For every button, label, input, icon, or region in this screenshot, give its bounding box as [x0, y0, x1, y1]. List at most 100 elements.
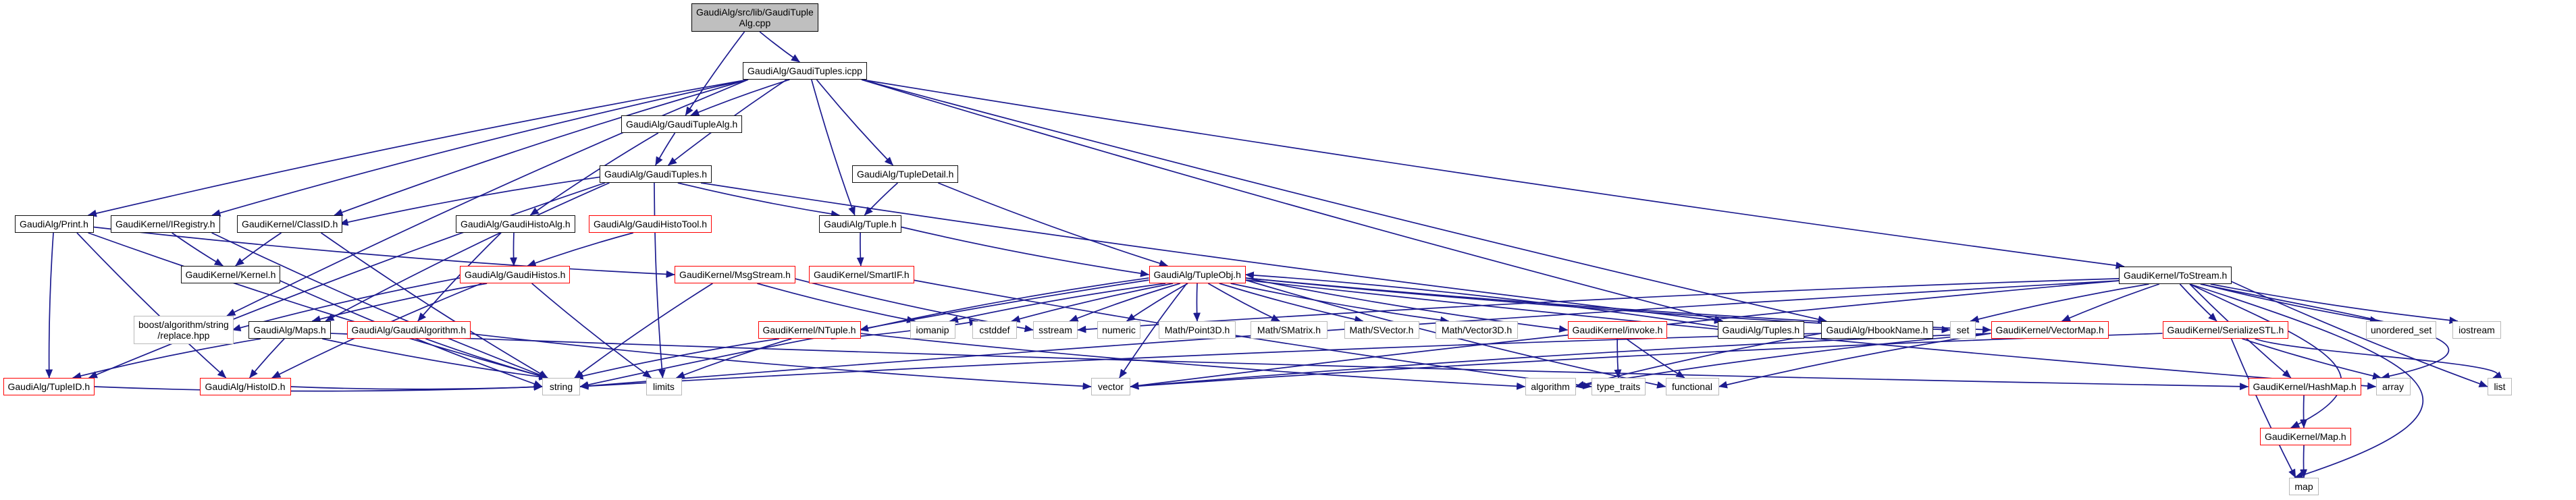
- graph-node-classid-h[interactable]: GaudiKernel/ClassID.h: [237, 215, 343, 233]
- include-edge-hbookname_h-to-string: [579, 333, 1822, 390]
- include-edge-tuple_h-to-smartif_h: [856, 232, 864, 267]
- include-edge-histotool_h-to-gaudihistos_h: [527, 232, 634, 267]
- include-edge-tuplealg_h-to-histoalg_h: [529, 132, 659, 216]
- graph-node-point3d: Math/Point3D.h: [1159, 321, 1236, 339]
- graph-node-string: string: [542, 378, 580, 395]
- include-edge-tostream_h-to-unordered_set: [2201, 283, 2379, 324]
- graph-node-print-h[interactable]: GaudiAlg/Print.h: [14, 215, 94, 233]
- graph-node-limits: limits: [646, 378, 682, 395]
- graph-node-hashmap-h[interactable]: GaudiKernel/HashMap.h: [2248, 378, 2361, 395]
- graph-node-svector: Math/SVector.h: [1344, 321, 1419, 339]
- graph-node-serializestl-h[interactable]: GaudiKernel/SerializeSTL.h: [2162, 321, 2289, 339]
- include-edge-msgstream_h-to-iomanip: [757, 283, 916, 323]
- graph-node-functional: functional: [1665, 378, 1719, 395]
- include-edge-tupleobj_h-to-cstddef: [1011, 283, 1174, 323]
- include-edge-tupleobj_h-to-svector: [1219, 283, 1364, 323]
- include-edge-classid_h-to-string: [320, 232, 548, 379]
- include-edge-gauditules_h-to-maps_h: [325, 182, 610, 322]
- graph-node-invoke-h[interactable]: GaudiKernel/invoke.h: [1567, 321, 1668, 339]
- include-edge-tupleobj_h-to-vector: [1119, 283, 1188, 379]
- include-edge-gauditules_h-to-tuples_h: [700, 182, 1724, 325]
- graph-node-cstddef: cstddef: [972, 321, 1017, 339]
- include-edge-root-to-icpp: [759, 31, 800, 63]
- graph-node-gauditules-h[interactable]: GaudiAlg/GaudiTuples.h: [600, 165, 712, 183]
- graph-node-sstream: sstream: [1033, 321, 1078, 339]
- graph-node-type-traits: type_traits: [1592, 378, 1646, 395]
- include-edge-icpp-to-print_h: [87, 79, 749, 217]
- graph-node-root: GaudiAlg/src/lib/GaudiTuple Alg.cpp: [691, 3, 818, 32]
- include-edge-icpp-to-tuple_h: [811, 79, 856, 216]
- include-edge-icpp-to-hbookname_h: [861, 79, 1827, 323]
- graph-node-msgstream-h[interactable]: GaudiKernel/MsgStream.h: [675, 266, 795, 283]
- include-edge-tostream_h-to-serializestl_h: [2179, 283, 2217, 322]
- include-edge-tuples_h-to-tupleobj_h: [1244, 271, 1718, 327]
- include-edge-ntuple_h-to-string: [574, 338, 780, 380]
- include-edge-tupleobj_h-to-ntuple_h: [859, 277, 1149, 332]
- graph-node-histoalg-h[interactable]: GaudiAlg/GaudiHistoAlg.h: [456, 215, 575, 233]
- graph-node-smatrix: Math/SMatrix.h: [1251, 321, 1328, 339]
- graph-node-tupleobj-h[interactable]: GaudiAlg/TupleObj.h: [1149, 266, 1246, 283]
- graph-node-list: list: [2488, 378, 2512, 395]
- graph-node-histoid-h[interactable]: GaudiAlg/HistoID.h: [199, 378, 291, 395]
- include-edge-gaudihistos_h-to-maps_h: [311, 283, 488, 323]
- graph-node-ntuple-h[interactable]: GaudiKernel/NTuple.h: [758, 321, 861, 339]
- graph-node-set: set: [1950, 321, 1976, 339]
- include-edge-classid_h-to-kernel_h: [235, 232, 282, 267]
- graph-node-iomanip: iomanip: [910, 321, 955, 339]
- include-edge-invoke_h-to-functional: [1625, 338, 1685, 379]
- graph-node-tostream-h[interactable]: GaudiKernel/ToStream.h: [2119, 267, 2232, 284]
- include-edge-icpp-to-boost_replace: [226, 79, 749, 316]
- graph-node-hbookname-h[interactable]: GaudiAlg/HbookName.h: [1821, 321, 1933, 339]
- include-edge-gaudialgorithm_h-to-vector: [467, 333, 1092, 390]
- include-edge-tupleobj_h-to-sstream: [1069, 283, 1181, 322]
- include-edge-tostream_h-to-vectormap_h: [2061, 283, 2160, 322]
- include-edge-maps_h-to-hashmap_h: [330, 333, 2249, 391]
- include-edge-tostream_h-to-map_h: [2189, 283, 2342, 428]
- include-edge-tostream_h-to-map: [2189, 283, 2424, 479]
- graph-node-map: map: [2289, 478, 2319, 495]
- include-edge-icpp-to-tupledetail_h: [816, 79, 894, 166]
- graph-node-tuple-h[interactable]: GaudiAlg/Tuple.h: [819, 215, 901, 233]
- include-edge-gaudialgorithm_h-to-string: [425, 338, 548, 379]
- include-edge-maps_h-to-histoid_h: [248, 338, 285, 379]
- graph-node-tupledetail-h[interactable]: GaudiAlg/TupleDetail.h: [852, 165, 959, 183]
- include-edge-vectormap_h-to-algorithm: [1575, 333, 1991, 389]
- include-edge-vectormap_h-to-functional: [1718, 333, 1991, 389]
- include-edge-gauditules_h-to-limits: [654, 182, 666, 379]
- include-edge-ntuple_h-to-limits: [675, 338, 792, 379]
- graph-node-tupleid-h[interactable]: GaudiAlg/TupleID.h: [3, 378, 95, 395]
- graph-node-kernel-h[interactable]: GaudiKernel/Kernel.h: [180, 266, 281, 283]
- include-edge-print_h-to-tupleid_h: [45, 232, 54, 379]
- include-edge-tupleobj_h-to-numeric: [1126, 283, 1188, 322]
- graph-node-tuplealg-h[interactable]: GaudiAlg/GaudiTupleAlg.h: [621, 115, 743, 133]
- include-edge-tupleobj_h-to-invoke_h: [1245, 277, 1569, 333]
- include-edge-icpp-to-tuples_h: [861, 79, 1724, 323]
- graph-node-gaudihistos-h[interactable]: GaudiAlg/GaudiHistos.h: [460, 266, 571, 283]
- include-edge-icpp-to-iregistry_h: [211, 79, 749, 217]
- include-edge-tostream_h-to-set: [1970, 283, 2149, 323]
- include-edge-gauditules_h-to-tupleid_h: [88, 182, 606, 379]
- graph-node-vector3d: Math/Vector3D.h: [1436, 321, 1518, 339]
- include-edge-gauditules_h-to-classid_h: [339, 176, 600, 226]
- include-edge-print_h-to-string: [88, 232, 548, 380]
- include-edge-tostream_h-to-iostream: [2210, 283, 2459, 325]
- graph-node-iregistry-h[interactable]: GaudiKernel/IRegistry.h: [111, 215, 220, 233]
- include-edge-tupleobj_h-to-smatrix: [1207, 283, 1280, 322]
- include-edge-histoalg_h-to-gaudialgorithm_h: [417, 232, 502, 322]
- graph-node-tuples-h[interactable]: GaudiAlg/Tuples.h: [1717, 321, 1805, 339]
- include-edge-maps_h-to-tupleid_h: [72, 338, 261, 380]
- include-edge-tupledetail_h-to-tuple_h: [864, 182, 899, 216]
- graph-node-icpp[interactable]: GaudiAlg/GaudiTuples.icpp: [743, 62, 867, 80]
- include-edge-iregistry_h-to-string: [211, 232, 548, 379]
- graph-node-smartif-h[interactable]: GaudiKernel/SmartIF.h: [809, 266, 914, 283]
- graph-node-gaudialgorithm-h[interactable]: GaudiAlg/GaudiAlgorithm.h: [346, 321, 471, 339]
- graph-node-maps-h[interactable]: GaudiAlg/Maps.h: [248, 321, 331, 339]
- include-edge-tupledetail_h-to-tupleobj_h: [937, 182, 1168, 267]
- include-edge-gaudihistos_h-to-limits: [531, 283, 652, 379]
- graph-node-iostream: iostream: [2452, 321, 2501, 339]
- graph-node-histotool-h[interactable]: GaudiAlg/GaudiHistoTool.h: [589, 215, 712, 233]
- include-edge-tuple_h-to-tupleobj_h: [901, 226, 1150, 277]
- include-edge-iregistry_h-to-kernel_h: [172, 232, 224, 267]
- graph-node-map-h[interactable]: GaudiKernel/Map.h: [2260, 428, 2351, 445]
- graph-node-vectormap-h[interactable]: GaudiKernel/VectorMap.h: [1991, 321, 2109, 339]
